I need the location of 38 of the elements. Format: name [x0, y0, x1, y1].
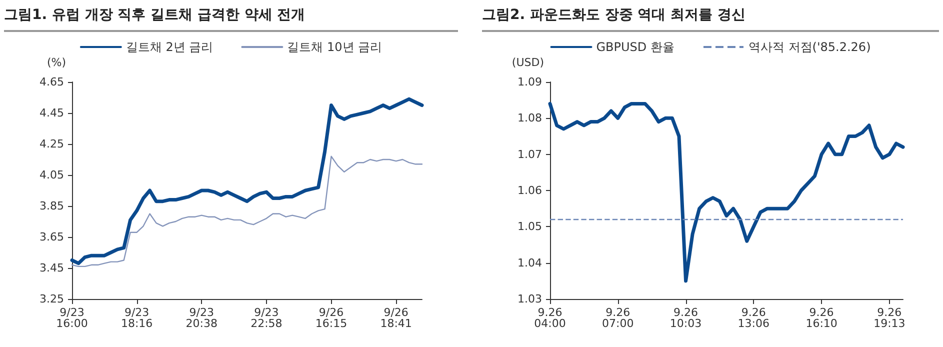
y-tick-label: 4.05 [40, 168, 64, 182]
line-series [70, 97, 424, 266]
x-tick-label: 9.26 13:06 [738, 306, 770, 330]
legend-label: GBPUSD 환율 [596, 40, 674, 54]
y-axis-title: (USD) [512, 56, 544, 69]
chart-title: 그림1. 유럽 개장 직후 길트채 급격한 약세 전개 [4, 6, 306, 24]
y-tick-label: 4.65 [40, 76, 64, 88]
legend-label: 길트채 10년 금리 [287, 40, 382, 54]
x-tick-label: 9/23 22:58 [250, 306, 282, 330]
y-tick-label: 3.45 [40, 262, 64, 274]
x-tick-label: 9.26 19:13 [874, 306, 906, 330]
y-tick-label: 3.65 [40, 230, 64, 244]
y-tick-label: 1.05 [518, 220, 542, 234]
y-tick-label: 1.04 [518, 256, 542, 270]
y-tick-label: 4.45 [40, 106, 64, 120]
y-axis-title: (%) [46, 56, 66, 69]
chart-title: 그림2. 파운드화도 장중 역대 최저를 경신 [482, 6, 746, 24]
y-tick-label: 4.25 [40, 138, 64, 150]
x-tick-label: 9/23 20:38 [186, 306, 218, 330]
x-tick-label: 9.26 10:03 [670, 306, 702, 330]
y-tick-label: 1.06 [518, 184, 542, 197]
line-series [548, 102, 905, 283]
x-tick-label: 9/23 18:16 [120, 306, 153, 330]
y-tick-label: 1.07 [518, 148, 542, 161]
legend-label: 역사적 저점('85.2.26) [748, 40, 871, 54]
legend-label: 길트채 2년 금리 [126, 40, 214, 54]
y-tick-label: 3.85 [40, 200, 64, 212]
x-tick-label: 9.26 16:10 [806, 306, 838, 330]
y-tick-label: 1.09 [518, 76, 542, 88]
line-series [71, 156, 423, 268]
y-tick-label: 1.08 [518, 112, 542, 125]
x-tick-label: 9.26 07:00 [602, 306, 634, 330]
x-tick-label: 9.26 04:00 [534, 306, 566, 330]
y-tick-label: 1.03 [518, 292, 542, 306]
x-tick-label: 9/26 16:15 [315, 306, 348, 330]
y-tick-label: 3.25 [40, 292, 64, 306]
x-tick-label: 9/26 18:41 [380, 306, 412, 330]
x-tick-label: 9/23 16:00 [56, 306, 88, 330]
